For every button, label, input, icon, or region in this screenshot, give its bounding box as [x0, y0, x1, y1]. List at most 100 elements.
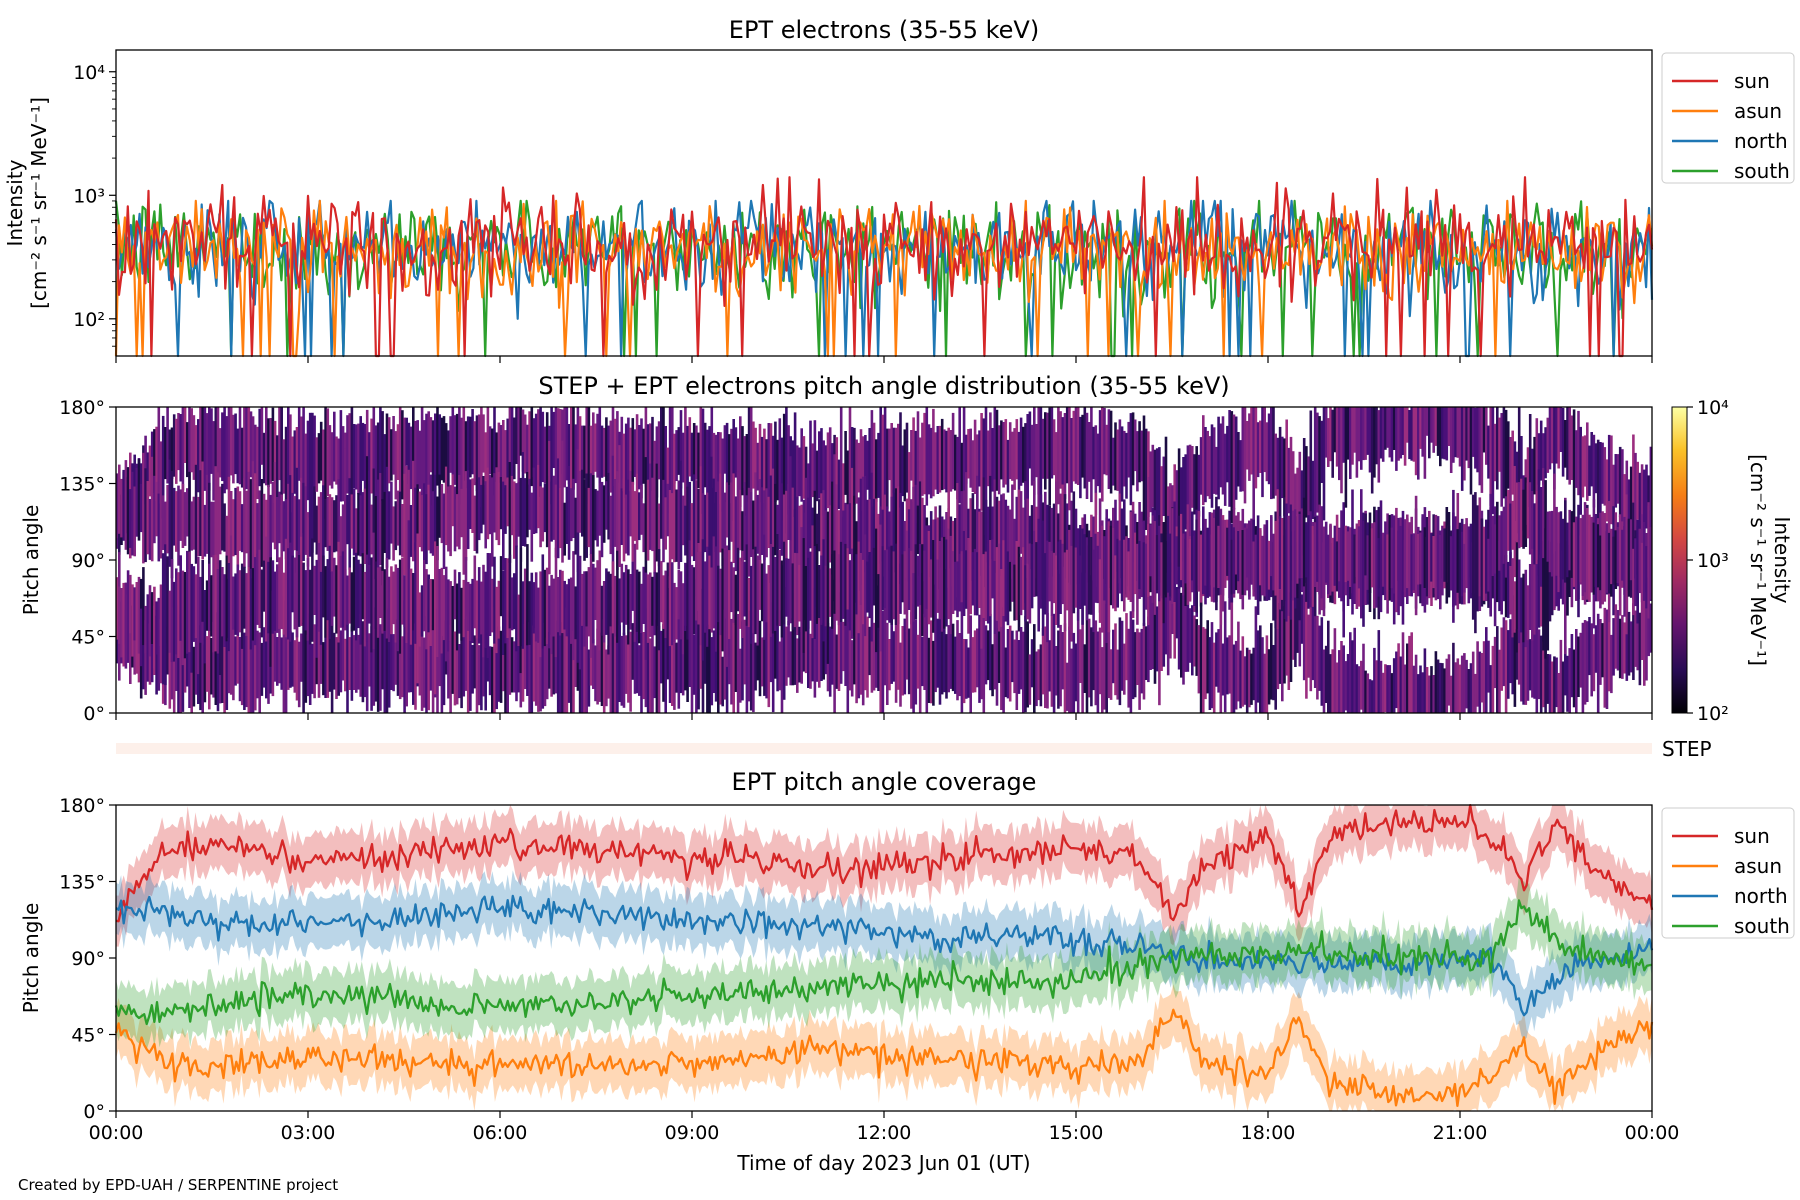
panel2-heat-cell [967, 429, 970, 479]
panel2-heat-cell [251, 615, 255, 713]
panel2-heat-cell [273, 571, 277, 631]
panel2-heat-cell [760, 487, 764, 555]
panel2-heat-cell [1643, 595, 1646, 686]
panel2-heat-cell [649, 638, 652, 713]
panel2-heat-cell [403, 600, 406, 713]
panel2-heat-cell [561, 570, 564, 634]
panel2-heat-cell [289, 631, 292, 688]
panel2-heat-cell [668, 407, 672, 514]
x-tick-label: 09:00 [665, 1122, 720, 1144]
panel2-heat-cell [918, 601, 922, 713]
panel2-heat-cell [662, 407, 665, 515]
panel2-heat-cell [804, 566, 808, 632]
panel2-heat-cell [1107, 629, 1111, 699]
panel2-heat-cell [1129, 611, 1133, 713]
panel2-heat-cell [1015, 541, 1019, 621]
panel2-heat-cell [598, 550, 602, 651]
panel2-heat-cell [541, 621, 545, 709]
panel2-heat-cell [1575, 516, 1578, 601]
panel2-heat-cell [951, 623, 955, 692]
panel2-heat-cell [1548, 540, 1552, 622]
panel2-heat-cell [787, 425, 790, 515]
panel2-heat-cell [396, 424, 400, 480]
panel2-heat-cell [254, 473, 257, 573]
panel2-heat-cell [879, 407, 882, 525]
panel2-heat-cell [791, 487, 795, 567]
panel2-heat-cell [1357, 407, 1361, 462]
panel2-heat-cell [192, 566, 196, 642]
panel2-heat-cell [1368, 407, 1372, 473]
panel2-heat-cell [1074, 547, 1078, 608]
panel2-heat-cell [741, 621, 744, 701]
panel2-heat-cell [1548, 654, 1552, 713]
panel2-heat-cell [894, 427, 898, 493]
panel2-heat-cell [925, 407, 929, 506]
panel2-heat-cell [1590, 432, 1593, 487]
panel2-heat-cell [589, 554, 593, 658]
panel2-heat-cell [1449, 675, 1453, 713]
panel2-heat-cell [271, 481, 275, 543]
panel2-heat-cell [857, 541, 861, 634]
panel2-heat-cell [1136, 628, 1139, 685]
panel2-heat-cell [907, 628, 911, 695]
panel2-heat-cell [1381, 407, 1385, 462]
panel2-heat-cell [124, 582, 128, 645]
panel2-heat-cell [1226, 425, 1229, 483]
panel2-heat-cell [359, 495, 362, 557]
panel2-heat-cell [864, 476, 867, 573]
panel2-heat-cell [1386, 665, 1389, 713]
panel2-heat-cell [1555, 407, 1558, 464]
panel2-heat-cell [161, 495, 165, 550]
panel2-heat-cell [1142, 542, 1146, 626]
panel2-heat-cell [701, 539, 705, 661]
panel2-heat-cell [839, 541, 843, 623]
panel2-heat-cell [517, 407, 520, 498]
panel2-heat-cell [302, 407, 305, 534]
panel2-heat-cell [855, 602, 858, 704]
panel2-heat-cell [785, 626, 788, 686]
panel2-heat-cell [1572, 409, 1576, 531]
panel2-heat-cell [901, 554, 904, 603]
panel2-heat-cell [1120, 508, 1124, 602]
panel2-heat-cell [1621, 449, 1624, 548]
panel2-heat-cell [313, 624, 316, 699]
panel2-heat-cell [1085, 412, 1089, 499]
panel2-heat-cell [607, 571, 610, 655]
panel2-heat-cell [793, 509, 797, 594]
panel2-heat-cell [1515, 482, 1519, 543]
panel2-heat-cell [291, 555, 294, 613]
panel2-heat-cell [376, 479, 380, 579]
panel2-heat-cell [1632, 434, 1635, 560]
panel2-heat-cell [587, 649, 591, 707]
panel2-heat-cell [269, 557, 272, 667]
panel2-heat-cell [559, 610, 562, 713]
panel2-heat-cell [877, 612, 880, 691]
panel2-heat-cell [633, 429, 637, 477]
panel2-heat-cell [425, 616, 428, 713]
panel2-heat-cell [644, 407, 648, 487]
panel2-heat-cell [1055, 481, 1058, 589]
panel2-heat-cell [1649, 603, 1653, 653]
panel2-heat-cell [1114, 623, 1117, 696]
panel2-heat-cell [1287, 592, 1291, 690]
panel2-heat-cell [1127, 551, 1130, 600]
panel2-heat-cell [475, 580, 479, 639]
panel2-heat-cell [767, 622, 771, 708]
panel2-heat-cell [1173, 562, 1176, 659]
panel2-heat-cell [1026, 563, 1029, 620]
panel2-heat-cell [708, 426, 711, 486]
panel2-heat-cell [1430, 533, 1433, 582]
panel2-heat-cell [1586, 422, 1589, 501]
panel2-heat-cell [1276, 437, 1280, 494]
panel2-heat-cell [1002, 540, 1005, 616]
panel2-heat-cell [1278, 426, 1282, 519]
panel2-heat-cell [396, 567, 400, 652]
panel2-heat-cell [1399, 656, 1403, 713]
panel2-heat-cell [910, 612, 913, 709]
panel2-heat-cell [1524, 477, 1528, 547]
panel2-heat-cell [1522, 573, 1525, 643]
panel2-heat-cell [532, 418, 536, 477]
panel2-heat-cell [251, 568, 255, 641]
panel2-heat-cell [679, 460, 683, 562]
panel2-heat-cell [1454, 662, 1457, 713]
